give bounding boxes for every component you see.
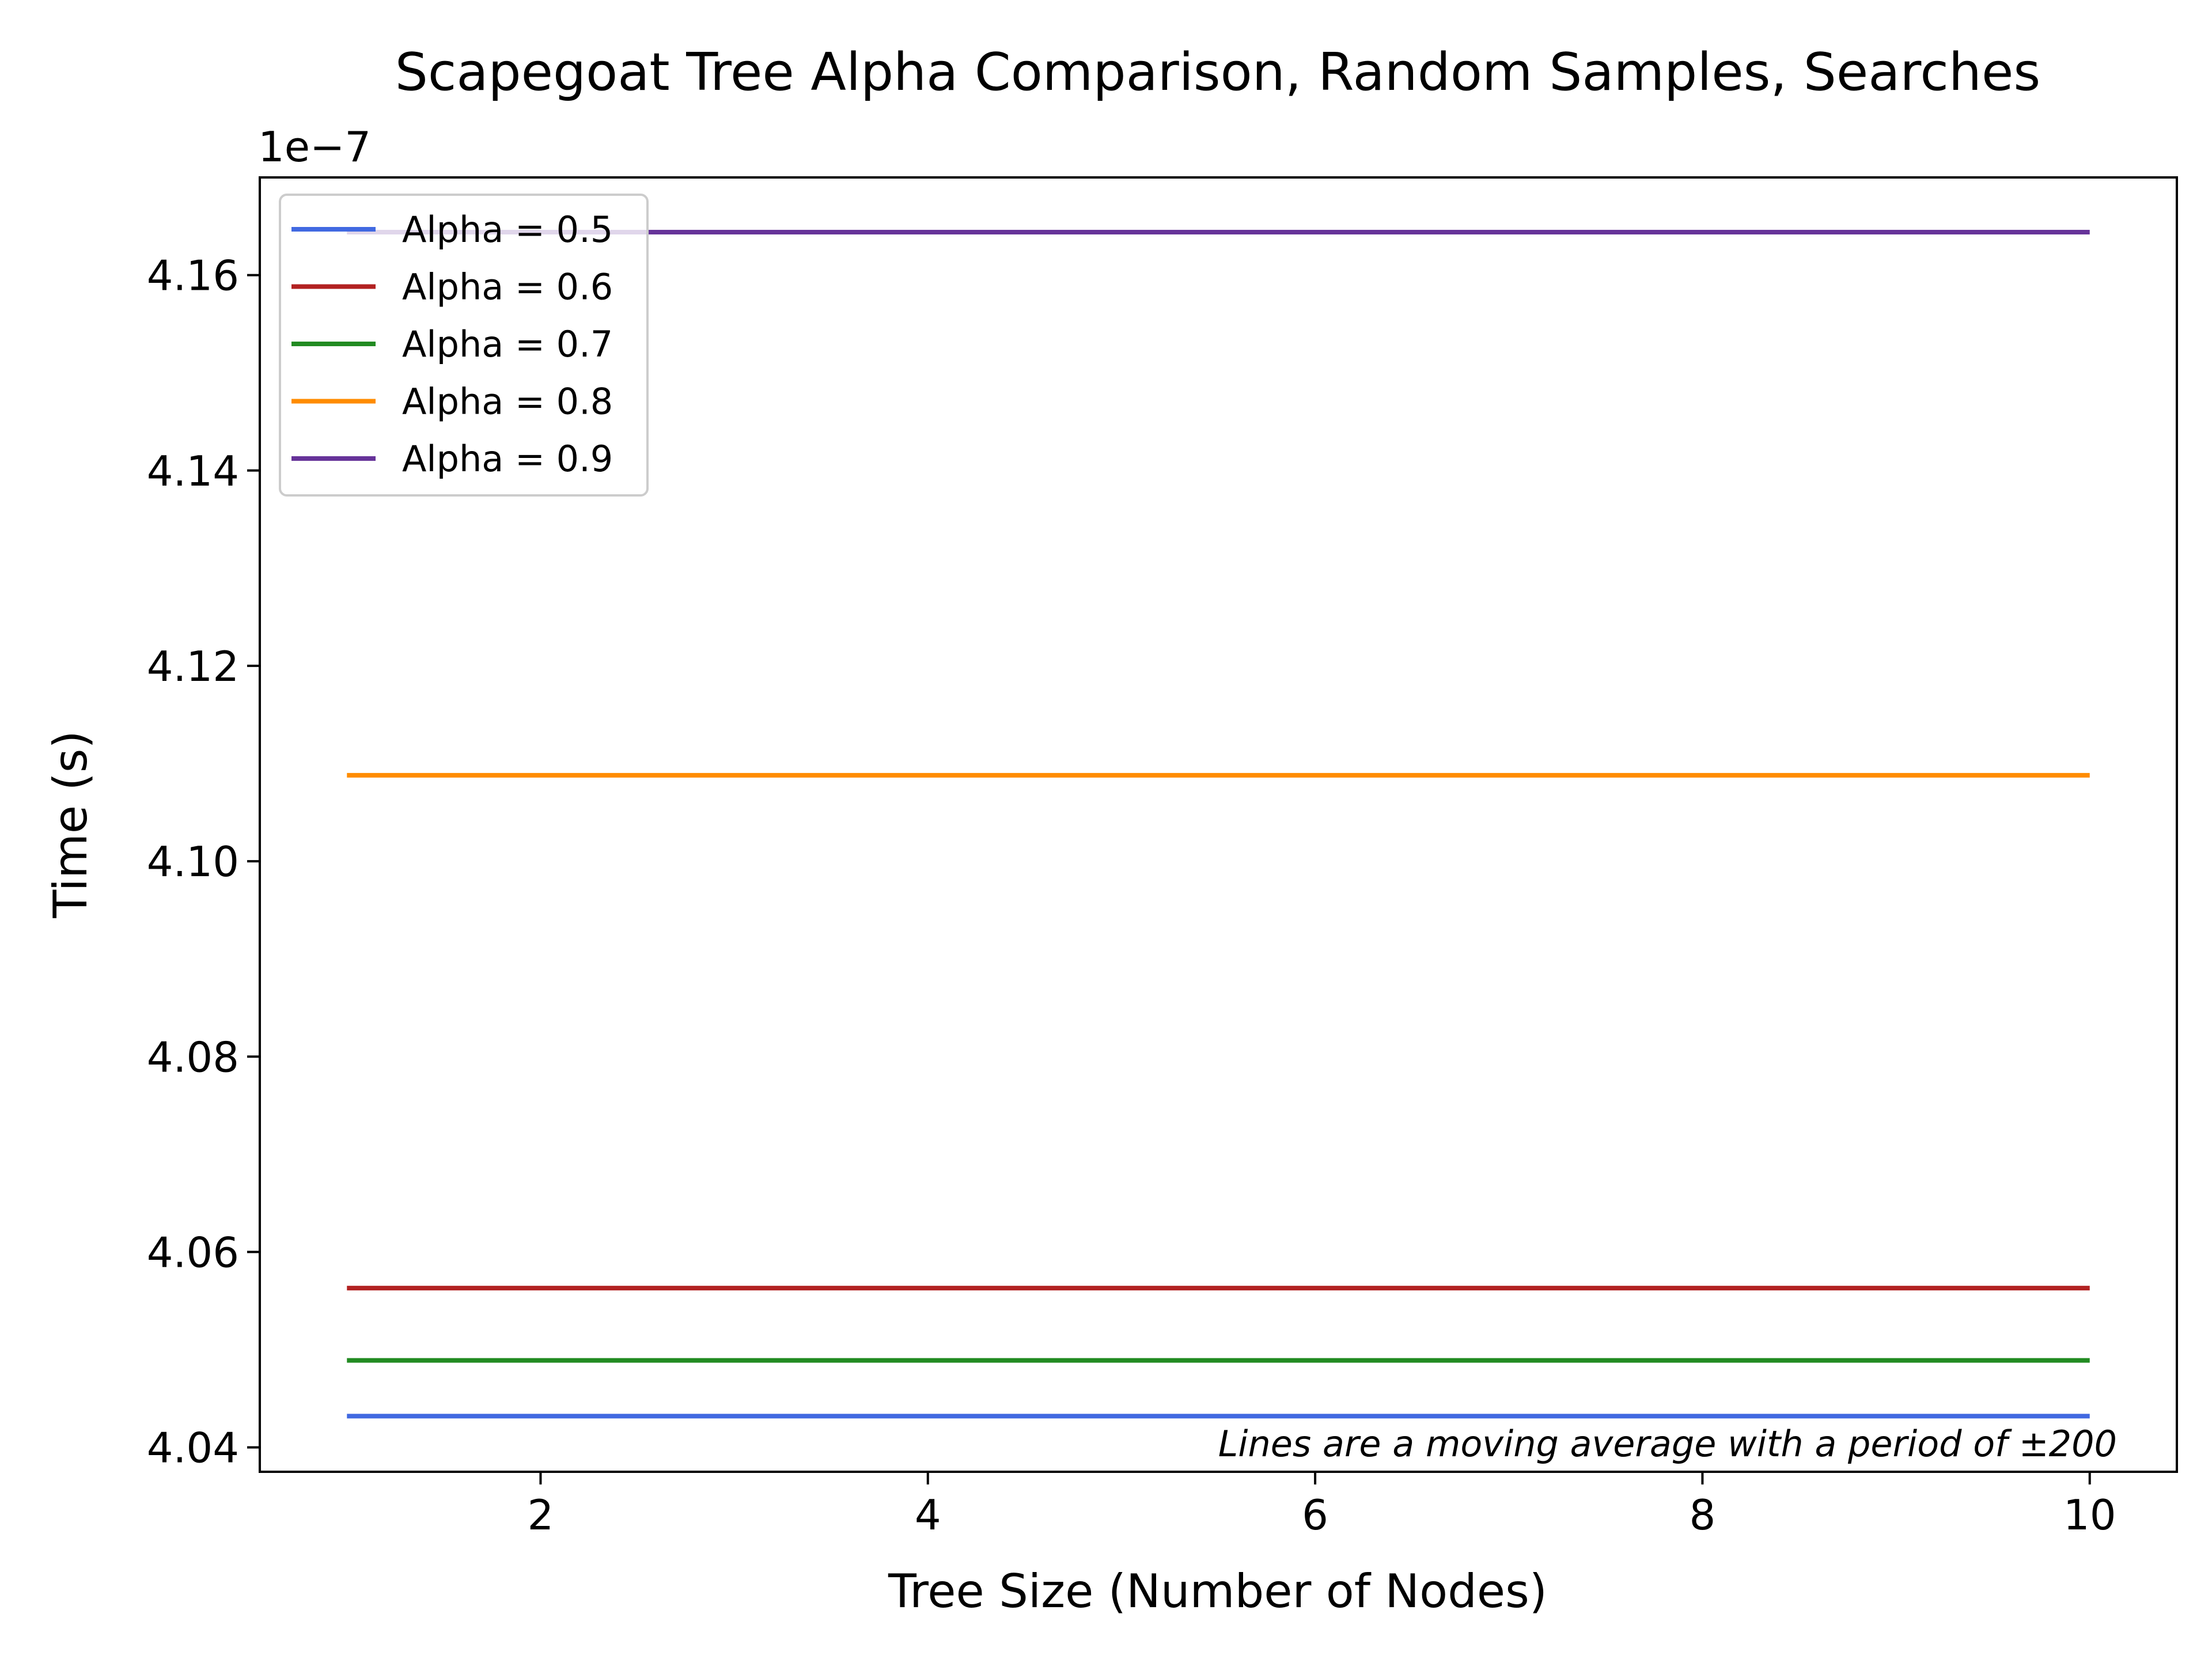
x-tick-label: 6 [1302, 1491, 1328, 1539]
y-tick-label: 4.14 [147, 447, 239, 495]
y-offset-label: 1e−7 [258, 123, 371, 171]
x-tick-label: 10 [2063, 1491, 2116, 1539]
legend-label-0: Alpha = 0.5 [402, 209, 613, 251]
y-tick-label: 4.10 [147, 838, 239, 886]
legend-label-3: Alpha = 0.8 [402, 381, 613, 423]
chart-title: Scapegoat Tree Alpha Comparison, Random … [395, 42, 2040, 103]
plot-area-frame [259, 176, 2178, 1473]
x-tick-label: 2 [528, 1491, 554, 1539]
x-axis-label: Tree Size (Number of Nodes) [888, 1565, 1547, 1618]
legend-label-4: Alpha = 0.9 [402, 438, 613, 480]
y-axis: 4.04 4.06 4.08 4.10 4.12 4.14 4.16 [147, 252, 260, 1472]
legend-label-2: Alpha = 0.7 [402, 323, 613, 365]
x-axis: 2 4 6 8 10 [528, 1472, 2116, 1539]
legend: Alpha = 0.5 Alpha = 0.6 Alpha = 0.7 Alpha =… [279, 194, 649, 497]
legend-items: Alpha = 0.5 Alpha = 0.6 Alpha = 0.7 Alpha =… [291, 209, 613, 480]
moving-average-note: Lines are a moving average with a period… [1218, 1423, 2117, 1465]
y-tick-label: 4.12 [147, 642, 239, 691]
y-axis-label: Time (s) [44, 730, 97, 918]
legend-label-1: Alpha = 0.6 [402, 266, 613, 308]
legend-frame [279, 194, 649, 497]
x-tick-label: 4 [915, 1491, 941, 1539]
y-tick-label: 4.16 [147, 252, 239, 300]
y-tick-label: 4.08 [147, 1033, 239, 1081]
y-tick-label: 4.06 [147, 1228, 239, 1277]
series-layer [347, 229, 2090, 1419]
x-tick-label: 8 [1689, 1491, 1715, 1539]
y-tick-label: 4.04 [147, 1424, 239, 1472]
